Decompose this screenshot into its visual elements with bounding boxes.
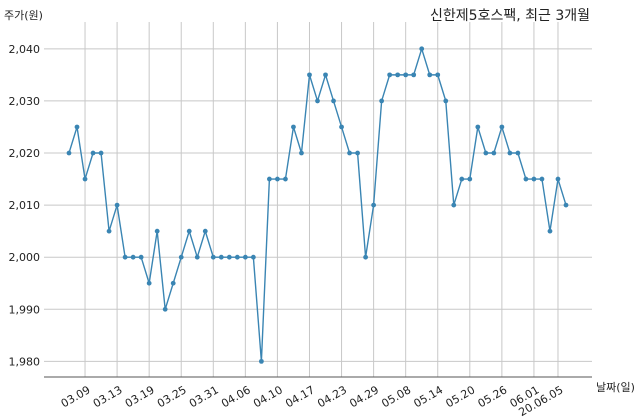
data-point xyxy=(82,176,88,182)
data-point xyxy=(267,176,272,182)
data-point xyxy=(395,72,401,78)
data-point xyxy=(499,124,505,130)
data-point xyxy=(331,98,336,104)
x-tick-label: 04.23 xyxy=(315,383,349,410)
data-point xyxy=(106,228,112,234)
x-tick-label: 04.17 xyxy=(283,383,317,410)
data-point xyxy=(234,254,240,260)
data-point xyxy=(275,176,280,182)
x-tick-label: 04.10 xyxy=(251,383,285,410)
x-tick-label: 05.20 xyxy=(444,383,478,410)
data-point xyxy=(170,280,176,286)
data-point xyxy=(283,176,288,182)
y-tick-label: 2,030 xyxy=(9,95,41,108)
data-point xyxy=(194,254,200,260)
data-point xyxy=(242,254,248,260)
data-point xyxy=(467,176,473,182)
y-tick-label: 2,010 xyxy=(9,199,41,212)
x-tick-label: 03.31 xyxy=(187,383,221,410)
data-point xyxy=(339,124,344,130)
x-tick-label: 03.25 xyxy=(155,383,189,410)
price-data-points xyxy=(66,46,569,364)
data-point xyxy=(98,150,104,156)
y-tick-label: 2,000 xyxy=(9,251,41,264)
data-point xyxy=(323,72,328,78)
y-tick-label: 1,990 xyxy=(9,303,41,316)
data-point xyxy=(515,150,521,156)
data-point xyxy=(114,202,120,208)
data-point xyxy=(475,124,481,130)
data-point xyxy=(419,46,425,52)
data-point xyxy=(355,150,360,156)
data-point xyxy=(130,254,136,260)
data-point xyxy=(154,228,160,234)
data-point xyxy=(531,176,537,182)
data-point xyxy=(371,202,377,208)
data-point xyxy=(459,176,465,182)
data-point xyxy=(555,176,561,182)
data-point xyxy=(427,72,433,78)
data-point xyxy=(162,306,168,312)
y-tick-labels: 1,980 1,990 2,000 2,010 2,020 2,030 2,040 xyxy=(9,43,41,369)
data-point xyxy=(258,358,264,364)
chart-title: 신한제5호스팩, 최근 3개월 xyxy=(430,8,590,24)
data-point xyxy=(178,254,184,260)
data-point xyxy=(218,254,224,260)
y-tick-label: 2,040 xyxy=(9,43,41,56)
x-tick-label: 04.29 xyxy=(347,383,381,410)
data-point xyxy=(122,254,128,260)
data-point xyxy=(307,72,312,78)
y-tick-label: 2,020 xyxy=(9,147,41,160)
data-point xyxy=(90,150,96,156)
x-axis-title: 날짜(일) xyxy=(596,380,635,394)
data-point xyxy=(483,150,489,156)
x-tick-label: 05.26 xyxy=(476,383,510,410)
x-gridlines xyxy=(84,22,559,377)
data-point xyxy=(66,150,72,156)
data-point xyxy=(435,72,441,78)
data-point xyxy=(547,228,553,234)
x-tick-label: 05.08 xyxy=(379,383,413,410)
data-point xyxy=(523,176,529,182)
data-point xyxy=(315,98,320,104)
x-tick-label: 03.13 xyxy=(91,383,125,410)
data-point xyxy=(291,124,296,130)
x-tick-label: 03.19 xyxy=(123,383,157,410)
data-point xyxy=(226,254,232,260)
y-gridlines xyxy=(44,48,592,362)
data-point xyxy=(74,124,80,130)
data-point xyxy=(411,72,417,78)
x-tick-label: 05.14 xyxy=(411,383,445,410)
data-point xyxy=(138,254,144,260)
data-point xyxy=(186,228,192,234)
x-tick-label: 03.09 xyxy=(59,383,93,410)
data-point xyxy=(403,72,409,78)
y-tick-label: 1,980 xyxy=(9,355,41,368)
y-axis-title: 주가(원) xyxy=(4,9,43,22)
x-tick-labels: 03.0903.1303.1903.2503.3104.0604.1004.17… xyxy=(59,383,566,419)
data-point xyxy=(202,228,208,234)
data-point xyxy=(347,150,352,156)
data-point xyxy=(451,202,457,208)
data-point xyxy=(146,280,152,286)
data-point xyxy=(210,254,216,260)
x-tick-label: 04.06 xyxy=(219,383,253,410)
data-point xyxy=(299,150,304,156)
data-point xyxy=(539,176,545,182)
data-point xyxy=(491,150,497,156)
data-point xyxy=(443,98,449,104)
data-point xyxy=(563,202,569,208)
data-point xyxy=(507,150,513,156)
data-point xyxy=(250,254,256,260)
data-point xyxy=(379,98,385,104)
data-point xyxy=(387,72,393,78)
data-point xyxy=(363,254,368,260)
